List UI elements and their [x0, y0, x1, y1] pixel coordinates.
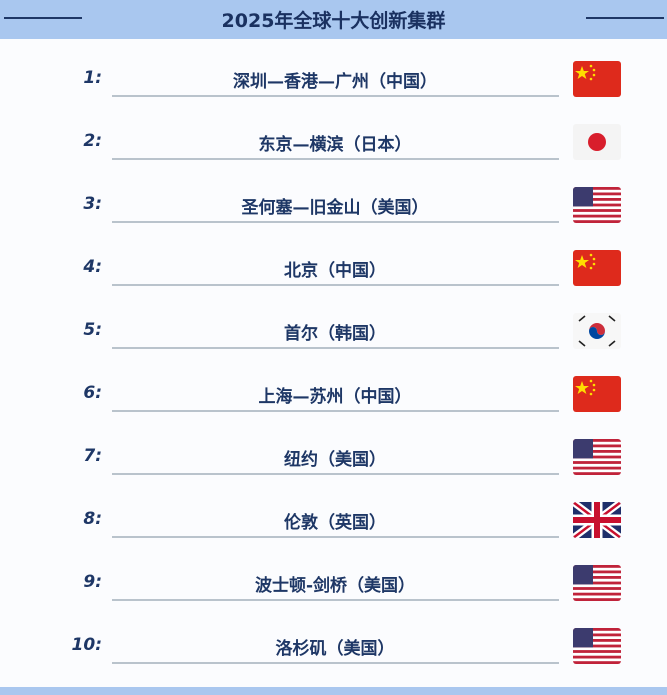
cluster-name: 纽约（美国）	[284, 450, 386, 470]
list-item: 7: 纽约（美国）	[0, 425, 667, 488]
rank-number: 3:	[83, 194, 102, 214]
rank-number: 8:	[83, 509, 102, 529]
cluster-name: 北京（中国）	[284, 261, 386, 281]
china-flag-icon	[573, 61, 621, 97]
usa-flag-icon	[573, 187, 621, 223]
underline-divider	[112, 158, 559, 160]
usa-flag-icon	[573, 565, 621, 601]
cluster-name: 伦敦（英国）	[284, 513, 386, 533]
cluster-name: 深圳—香港—广州（中国）	[233, 72, 437, 92]
rank-number: 7:	[83, 446, 102, 466]
china-flag-icon	[573, 250, 621, 286]
rank-number: 10:	[71, 635, 102, 655]
korea-flag-icon	[573, 313, 621, 349]
japan-flag-icon	[573, 124, 621, 160]
list-item: 6: 上海—苏州（中国）	[0, 362, 667, 425]
cluster-name: 波士顿-剑桥（美国）	[254, 576, 416, 596]
list-item: 9: 波士顿-剑桥（美国）	[0, 551, 667, 614]
cluster-name: 首尔（韩国）	[284, 324, 386, 344]
list-item: 5: 首尔（韩国）	[0, 299, 667, 362]
underline-divider	[112, 284, 559, 286]
title-rule-left	[4, 17, 82, 19]
rank-number: 9:	[83, 572, 102, 592]
usa-flag-icon	[573, 439, 621, 475]
rank-number: 6:	[83, 383, 102, 403]
cluster-name: 洛杉矶（美国）	[275, 639, 395, 659]
list-item: 4: 北京（中国）	[0, 236, 667, 299]
underline-divider	[112, 410, 559, 412]
footer-band	[0, 687, 667, 695]
underline-divider	[112, 95, 559, 97]
page-title: 2025年全球十大创新集群	[221, 10, 446, 32]
title-rule-right	[586, 17, 664, 19]
underline-divider	[112, 599, 559, 601]
rank-number: 4:	[83, 257, 102, 277]
cluster-name: 上海—苏州（中国）	[258, 387, 412, 407]
underline-divider	[112, 347, 559, 349]
list-item: 2: 东京—横滨（日本）	[0, 110, 667, 173]
underline-divider	[112, 221, 559, 223]
usa-flag-icon	[573, 628, 621, 664]
list-item: 3: 圣何塞—旧金山（美国）	[0, 173, 667, 236]
list-item: 1: 深圳—香港—广州（中国）	[0, 47, 667, 110]
list-item: 10: 洛杉矶（美国）	[0, 614, 667, 677]
underline-divider	[112, 662, 559, 664]
rank-number: 5:	[83, 320, 102, 340]
ranking-list: 1: 深圳—香港—广州（中国） 2: 东京—横滨（日本） 3: 圣何塞—旧金山（美国） 4:…	[0, 47, 667, 677]
cluster-name: 圣何塞—旧金山（美国）	[241, 198, 429, 218]
list-item: 8: 伦敦（英国）	[0, 488, 667, 551]
uk-flag-icon	[573, 502, 621, 538]
rank-number: 2:	[83, 131, 102, 151]
underline-divider	[112, 536, 559, 538]
cluster-name: 东京—横滨（日本）	[258, 135, 412, 155]
underline-divider	[112, 473, 559, 475]
china-flag-icon	[573, 376, 621, 412]
rank-number: 1:	[83, 68, 102, 88]
title-banner: 2025年全球十大创新集群	[0, 0, 667, 39]
